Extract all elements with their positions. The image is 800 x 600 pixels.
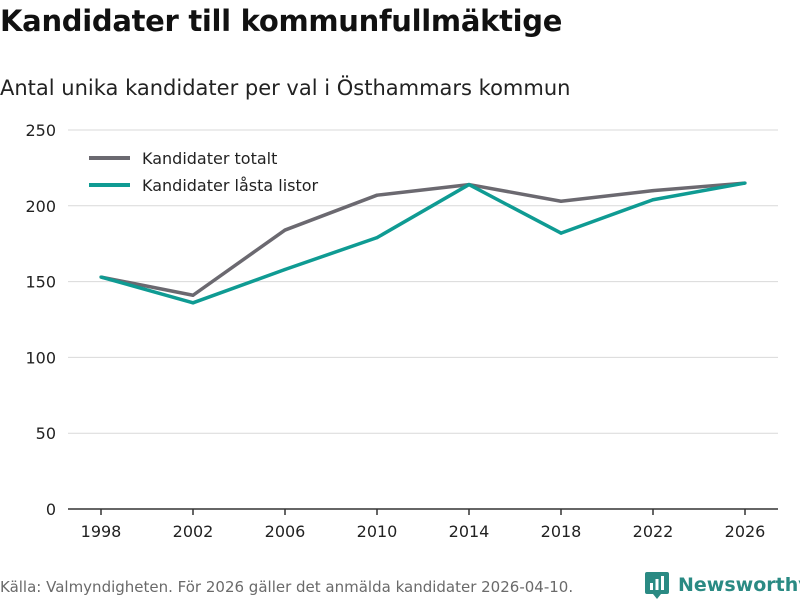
newsworthy-logo-icon xyxy=(645,572,669,599)
data-point xyxy=(283,267,287,272)
legend-label: Kandidater totalt xyxy=(142,149,277,168)
y-tick-label: 150 xyxy=(25,273,56,292)
y-tick-label: 0 xyxy=(46,500,56,519)
brand-name: Newsworthy xyxy=(678,574,800,596)
data-point xyxy=(99,275,103,279)
chart-title: Kandidater till kommunfullmäktige xyxy=(0,4,563,38)
y-tick-label: 100 xyxy=(25,348,56,367)
legend: Kandidater totalt Kandidater låsta listor xyxy=(89,149,319,195)
x-tick-label: 2014 xyxy=(449,522,490,541)
data-point xyxy=(191,293,195,297)
y-tick-label: 50 xyxy=(36,424,56,443)
y-tick-label: 250 xyxy=(25,121,56,140)
data-point xyxy=(191,301,195,305)
x-tick-label: 2018 xyxy=(541,522,582,541)
y-tick-label: 200 xyxy=(25,197,56,216)
x-tick-label: 2026 xyxy=(725,522,766,541)
data-point xyxy=(375,236,379,240)
x-tick-label: 2022 xyxy=(633,522,674,541)
data-point xyxy=(651,189,655,193)
series-line-locked-lists xyxy=(100,181,746,305)
data-point xyxy=(375,193,379,197)
data-point xyxy=(467,182,471,187)
data-point xyxy=(651,198,655,202)
x-tick-label: 1998 xyxy=(81,522,122,541)
chart-subtitle: Antal unika kandidater per val i Östhamm… xyxy=(0,76,571,100)
data-point xyxy=(743,181,747,185)
x-tick-label: 2010 xyxy=(357,522,398,541)
data-point xyxy=(559,231,563,235)
series-line-total xyxy=(100,181,746,297)
x-tick-label: 2006 xyxy=(265,522,306,541)
series-lines xyxy=(99,181,747,305)
grid-lines xyxy=(68,129,778,434)
y-axis: 0 50 100 150 200 250 xyxy=(25,121,56,519)
brand-logo: Newsworthy xyxy=(644,570,800,600)
data-point xyxy=(283,228,287,232)
x-axis: 1998 2002 2006 2010 2014 2018 2022 2026 xyxy=(68,508,778,541)
legend-label: Kandidater låsta listor xyxy=(142,176,319,195)
x-tick-label: 2002 xyxy=(173,522,214,541)
source-note: Källa: Valmyndigheten. För 2026 gäller d… xyxy=(0,578,574,596)
data-point xyxy=(559,199,563,203)
